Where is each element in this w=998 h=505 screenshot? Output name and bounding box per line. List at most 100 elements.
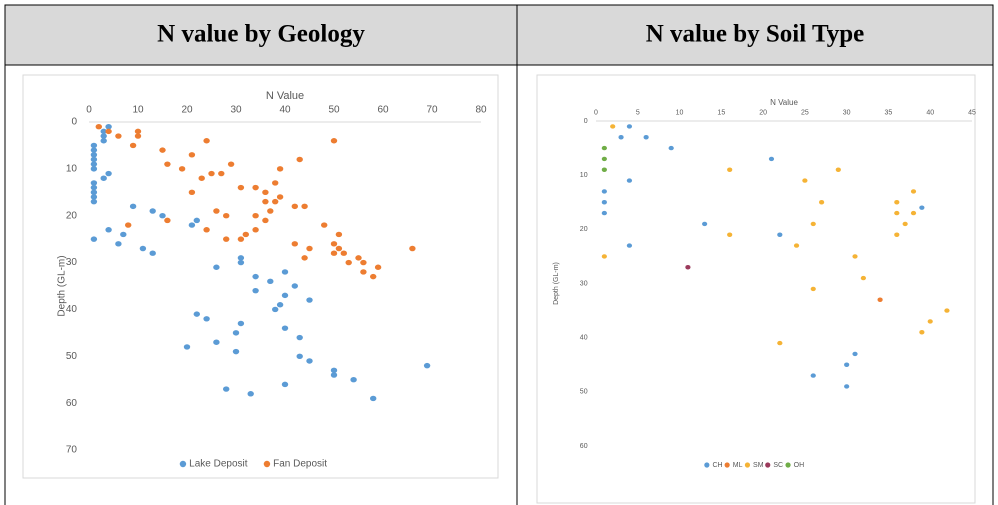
y-tick-label: 50 (66, 351, 78, 362)
point (267, 278, 274, 285)
point (910, 210, 917, 216)
point (335, 245, 343, 252)
header-row (4, 4, 994, 66)
point (149, 208, 156, 214)
x-tick-label: 5 (636, 109, 640, 116)
point (90, 198, 98, 205)
point (223, 386, 230, 392)
point (306, 245, 313, 252)
point (262, 189, 269, 196)
point (203, 138, 210, 144)
point (164, 161, 171, 167)
point (291, 241, 298, 247)
point (203, 227, 210, 233)
y-tick-label: 20 (580, 226, 588, 233)
point (727, 232, 733, 237)
point (626, 124, 633, 129)
point (301, 255, 308, 261)
point (100, 133, 107, 139)
chart-frame (536, 74, 976, 504)
point (601, 200, 607, 205)
x-tick-label: 20 (759, 109, 767, 116)
point (115, 133, 122, 139)
point (272, 180, 279, 186)
point (262, 198, 269, 205)
point (105, 123, 112, 130)
x-tick-label: 10 (676, 109, 684, 116)
x-tick-label: 25 (801, 109, 809, 116)
x-tick-label: 60 (377, 105, 389, 116)
point (819, 200, 825, 205)
point (276, 194, 284, 200)
x-tick-label: 50 (328, 105, 340, 116)
y-axis-label: Depth (GL-m) (553, 262, 560, 305)
point (852, 351, 858, 357)
point (262, 217, 269, 224)
point (213, 264, 220, 270)
point (350, 376, 357, 383)
point (355, 255, 362, 261)
point (345, 259, 352, 266)
point (810, 373, 816, 378)
point (727, 167, 733, 172)
y-tick-label: 60 (580, 443, 588, 450)
point (910, 189, 917, 194)
legend-label: SC (773, 462, 783, 469)
point (835, 167, 841, 172)
point (777, 340, 783, 346)
point (90, 147, 98, 153)
point (777, 232, 783, 237)
point (643, 135, 649, 140)
point (159, 212, 166, 219)
point (601, 210, 607, 216)
y-tick-label: 30 (580, 280, 588, 287)
point (100, 128, 107, 135)
point (902, 221, 908, 227)
point (188, 152, 196, 158)
point (90, 194, 98, 200)
y-tick-label: 20 (66, 210, 78, 221)
point (330, 250, 338, 256)
point (291, 283, 298, 289)
point (281, 381, 289, 388)
legend-swatch (263, 460, 271, 468)
point (330, 372, 338, 378)
legend-swatch (704, 462, 710, 468)
point (296, 156, 303, 163)
point (232, 330, 240, 336)
point (844, 362, 850, 367)
point (90, 166, 98, 172)
point (793, 243, 800, 248)
point (601, 167, 607, 172)
point (178, 166, 186, 172)
y-tick-label: 0 (584, 118, 588, 125)
point (193, 217, 200, 224)
point (321, 222, 328, 228)
point (129, 203, 137, 210)
point (90, 142, 98, 149)
point (100, 175, 107, 181)
point (894, 232, 900, 237)
point (894, 210, 900, 216)
point (601, 156, 607, 162)
point (134, 133, 142, 139)
point (252, 184, 259, 191)
point (360, 259, 367, 266)
legend-swatch (765, 462, 771, 468)
point (272, 306, 279, 313)
point (281, 325, 289, 331)
y-axis-label: Depth (GL-m) (57, 255, 68, 316)
point (90, 180, 98, 186)
y-tick-label: 60 (66, 398, 78, 409)
x-tick-label: 70 (426, 105, 438, 116)
point (198, 175, 205, 181)
point (335, 231, 343, 238)
legend-label: CH (712, 462, 722, 469)
point (232, 348, 240, 355)
point (601, 254, 607, 259)
point (877, 297, 883, 302)
legend-label: Fan Deposit (273, 459, 327, 470)
point (90, 161, 98, 167)
point (618, 135, 624, 140)
